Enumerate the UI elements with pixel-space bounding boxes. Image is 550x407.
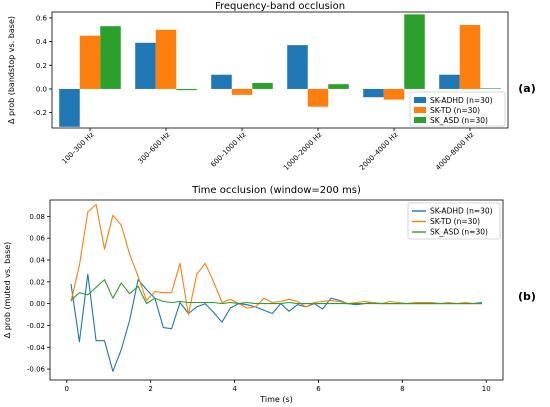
bar bbox=[383, 88, 405, 100]
bar bbox=[155, 29, 177, 89]
bar-chart-xtick-label: 2000–4000 Hz bbox=[358, 131, 399, 172]
line-chart-xtick-label: 4 bbox=[232, 385, 237, 393]
line-chart-lines bbox=[70, 203, 483, 372]
bar bbox=[79, 35, 101, 89]
bar bbox=[135, 42, 156, 89]
bar bbox=[328, 84, 349, 89]
bar bbox=[439, 74, 460, 89]
series-line bbox=[70, 273, 483, 372]
bar-chart-xtick-label: 100–300 Hz bbox=[60, 131, 95, 166]
bar-chart-xtick-label: 600–1000 Hz bbox=[209, 131, 247, 169]
bar-chart-title: Frequency-band occlusion bbox=[215, 1, 345, 12]
line-chart-xtick-label: 6 bbox=[316, 385, 321, 393]
line-chart-ylabel: Δ prob (muted vs. base) bbox=[3, 242, 12, 339]
legend-swatch bbox=[414, 117, 426, 123]
line-chart-title: Time occlusion (window=200 ms) bbox=[191, 185, 361, 196]
line-chart-ytick-label: 0.08 bbox=[29, 213, 45, 221]
line-chart-axes: -0.06 -0.04 -0.02 0.00 0.02 0.04 0.06 0.08 0 2 4 6 8… bbox=[27, 199, 504, 393]
bar-chart-xtick-label: 1000–2000 Hz bbox=[282, 131, 323, 172]
bar bbox=[307, 88, 329, 107]
bar-chart-ytick-label: 0.0 bbox=[36, 85, 47, 93]
line-chart-panel: Time occlusion (window=200 ms) Time (s) … bbox=[3, 185, 504, 404]
series-line bbox=[70, 203, 482, 316]
bar bbox=[363, 88, 384, 98]
series-line bbox=[70, 279, 482, 305]
line-chart-xtick-label: 8 bbox=[400, 385, 404, 393]
legend-label: SK-ADHD (n=30) bbox=[430, 207, 493, 216]
legend-label: SK_ASD (n=30) bbox=[430, 228, 488, 237]
bar bbox=[287, 45, 308, 89]
bar-chart-ytick-label: -0.2 bbox=[33, 109, 47, 117]
bar-chart-xtick-label: 4000–8000 Hz bbox=[434, 131, 475, 172]
bar-chart-xtick-label: 300–600 Hz bbox=[136, 131, 171, 166]
bar-chart-ylabel: Δ prob (bandstop vs. base) bbox=[7, 16, 16, 124]
bar-chart-ytick-label: 0.2 bbox=[36, 62, 47, 70]
bar-chart-ytick-label: 0.6 bbox=[36, 14, 48, 22]
bar bbox=[176, 88, 197, 91]
bar-chart-legend-box bbox=[409, 91, 506, 127]
bar-chart-ytick-label: 0.4 bbox=[36, 38, 48, 46]
line-chart-frame bbox=[49, 199, 504, 381]
legend-label: SK_ASD (n=30) bbox=[430, 116, 488, 125]
line-chart-xlabel: Time (s) bbox=[259, 395, 293, 404]
line-chart-xtick-label: 0 bbox=[65, 385, 69, 393]
line-chart-legend-box bbox=[407, 202, 501, 240]
bar bbox=[459, 25, 481, 89]
bar bbox=[59, 88, 80, 127]
line-chart-ytick-label: 0.04 bbox=[29, 257, 45, 265]
line-chart-ytick-label: 0.00 bbox=[29, 300, 45, 308]
legend-label: SK-TD (n=30) bbox=[430, 106, 480, 115]
line-chart-xtick-label: 2 bbox=[148, 385, 152, 393]
bar bbox=[231, 88, 253, 95]
legend-label: SK-TD (n=30) bbox=[430, 217, 480, 226]
line-chart-ytick-label: -0.06 bbox=[27, 366, 46, 374]
bar bbox=[480, 88, 501, 89]
legend-swatch bbox=[414, 97, 426, 103]
bar-chart-panel: Frequency-band occlusion Δ prob (bandsto… bbox=[7, 1, 509, 172]
line-chart-ytick-label: -0.02 bbox=[27, 322, 45, 330]
line-chart-ytick-label: 0.02 bbox=[29, 278, 45, 286]
legend-label: SK-ADHD (n=30) bbox=[430, 96, 493, 105]
line-chart-ytick-label: -0.04 bbox=[27, 344, 46, 352]
bar-chart-frame bbox=[51, 11, 509, 129]
bar bbox=[252, 83, 273, 89]
line-chart-xtick-label: 10 bbox=[482, 385, 491, 393]
line-chart-legend: SK-ADHD (n=30)SK-TD (n=30) SK_ASD (n=30) bbox=[407, 202, 501, 240]
bar bbox=[100, 26, 121, 89]
bar bbox=[211, 74, 232, 89]
legend-swatch bbox=[414, 107, 426, 113]
panel-label-a: (a) bbox=[518, 82, 535, 95]
panel-label-b: (b) bbox=[518, 290, 536, 303]
bar-chart-legend: SK-ADHD (n=30)SK-TD (n=30)SK_ASD (n=30) bbox=[409, 91, 506, 127]
line-chart-ytick-label: 0.06 bbox=[29, 235, 45, 243]
bar bbox=[404, 14, 425, 89]
bar-chart-bars bbox=[59, 14, 501, 127]
